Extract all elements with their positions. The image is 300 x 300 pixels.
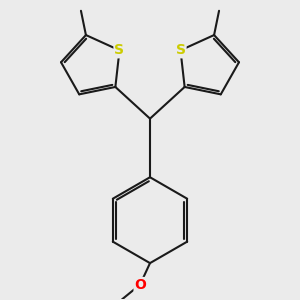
Text: O: O [134, 278, 146, 292]
Text: S: S [176, 43, 185, 57]
Text: S: S [115, 43, 124, 57]
